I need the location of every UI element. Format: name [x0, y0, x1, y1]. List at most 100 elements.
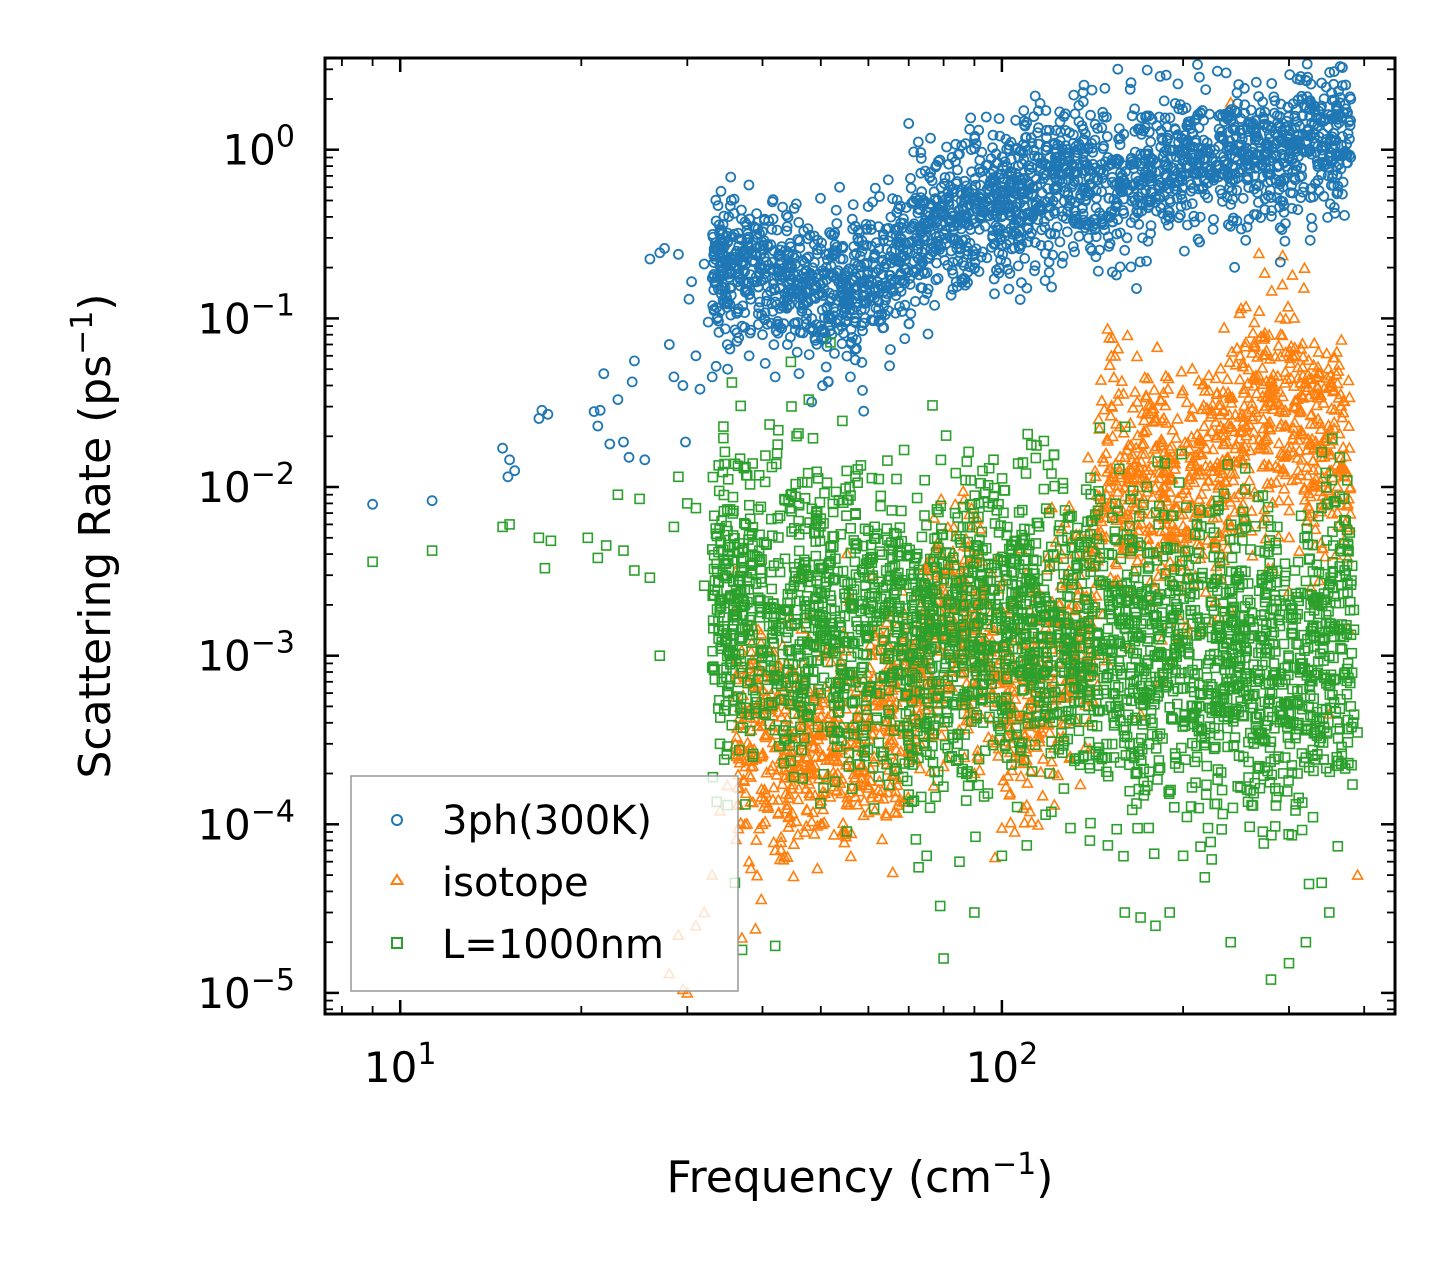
band-point	[1121, 328, 1134, 341]
band-point	[712, 200, 724, 212]
band-point	[1282, 530, 1296, 543]
band-point	[1247, 370, 1261, 382]
band-point	[1302, 501, 1316, 514]
data-point	[781, 798, 794, 810]
band-point	[1316, 541, 1329, 554]
data-point	[862, 778, 875, 791]
band-point	[802, 786, 816, 799]
band-point	[1217, 321, 1231, 333]
data-point	[756, 817, 769, 830]
band-point	[1306, 212, 1317, 224]
band-point	[1220, 452, 1233, 464]
band-point	[1296, 337, 1309, 349]
data-point	[673, 248, 684, 260]
band-point	[1035, 725, 1048, 737]
band-point	[840, 797, 853, 810]
band-point	[1168, 462, 1182, 474]
band-point	[1269, 459, 1282, 472]
band-point	[879, 809, 893, 821]
band-point	[1324, 375, 1338, 387]
band-point	[1181, 199, 1192, 211]
band-point	[1193, 538, 1207, 551]
band-point	[925, 132, 936, 144]
band-point	[846, 730, 860, 742]
band-point	[1272, 494, 1286, 506]
band-point	[834, 181, 845, 193]
band-point	[1236, 360, 1250, 372]
band-point	[848, 771, 862, 783]
data-point	[814, 817, 828, 830]
band-point	[1241, 405, 1255, 418]
band-point	[743, 179, 755, 191]
band-point	[1163, 485, 1177, 497]
band-point	[993, 113, 1005, 124]
band-point	[1106, 331, 1119, 344]
band-point	[1092, 412, 1105, 425]
band-point	[986, 685, 999, 698]
band-point	[1194, 446, 1208, 458]
band-point	[815, 192, 826, 204]
band-point	[1055, 521, 1069, 534]
band-point	[1272, 339, 1285, 351]
band-point	[1220, 372, 1234, 385]
band-point	[905, 308, 917, 320]
band-point	[939, 172, 951, 183]
band-point	[1195, 487, 1208, 499]
band-point	[1145, 136, 1157, 148]
band-point	[956, 484, 970, 497]
band-point	[1223, 355, 1237, 368]
band-point	[1266, 78, 1278, 89]
band-point	[1131, 518, 1145, 530]
data-point	[742, 855, 756, 867]
band-point	[1140, 473, 1154, 486]
band-point	[1311, 366, 1325, 378]
band-point	[1263, 422, 1277, 435]
band-point	[891, 778, 904, 791]
band-point	[1278, 419, 1292, 432]
band-point	[737, 774, 751, 787]
band-point	[989, 288, 1000, 300]
band-point	[1197, 419, 1211, 432]
band-point	[1185, 362, 1199, 374]
band-point	[730, 730, 744, 742]
band-point	[1190, 427, 1204, 440]
band-point	[1125, 447, 1139, 460]
band-point	[1314, 391, 1328, 403]
band-point	[893, 794, 907, 806]
band-point	[1297, 281, 1311, 293]
band-point	[1202, 473, 1216, 486]
band-point	[1301, 368, 1315, 380]
band-point	[1225, 396, 1238, 408]
band-point	[1242, 391, 1255, 403]
band-point	[1187, 475, 1201, 488]
band-point	[899, 333, 911, 345]
band-point	[871, 720, 885, 732]
band-point	[1018, 105, 1030, 117]
band-point	[1292, 204, 1304, 216]
band-point	[1180, 395, 1194, 408]
band-point	[1332, 716, 1343, 728]
band-point	[889, 790, 902, 803]
band-point	[1298, 493, 1312, 505]
band-point	[1329, 548, 1343, 560]
band-point	[941, 141, 952, 153]
band-point	[1149, 414, 1163, 426]
data-point	[618, 436, 629, 448]
band-point	[888, 805, 901, 817]
band-point	[1144, 507, 1158, 519]
band-point	[749, 833, 763, 845]
band-point	[1339, 449, 1353, 462]
data-point	[1008, 825, 1022, 837]
band-point	[931, 257, 942, 269]
band-point	[1178, 435, 1192, 448]
band-point	[1274, 327, 1288, 340]
band-point	[1025, 815, 1038, 828]
band-point	[1176, 507, 1190, 520]
band-point	[903, 118, 915, 129]
series-3ph-300k-	[367, 58, 1357, 510]
band-point	[1099, 446, 1113, 459]
band-point	[742, 768, 756, 780]
band-point	[1246, 432, 1260, 445]
band-point	[1100, 432, 1114, 444]
band-point	[1094, 373, 1108, 385]
